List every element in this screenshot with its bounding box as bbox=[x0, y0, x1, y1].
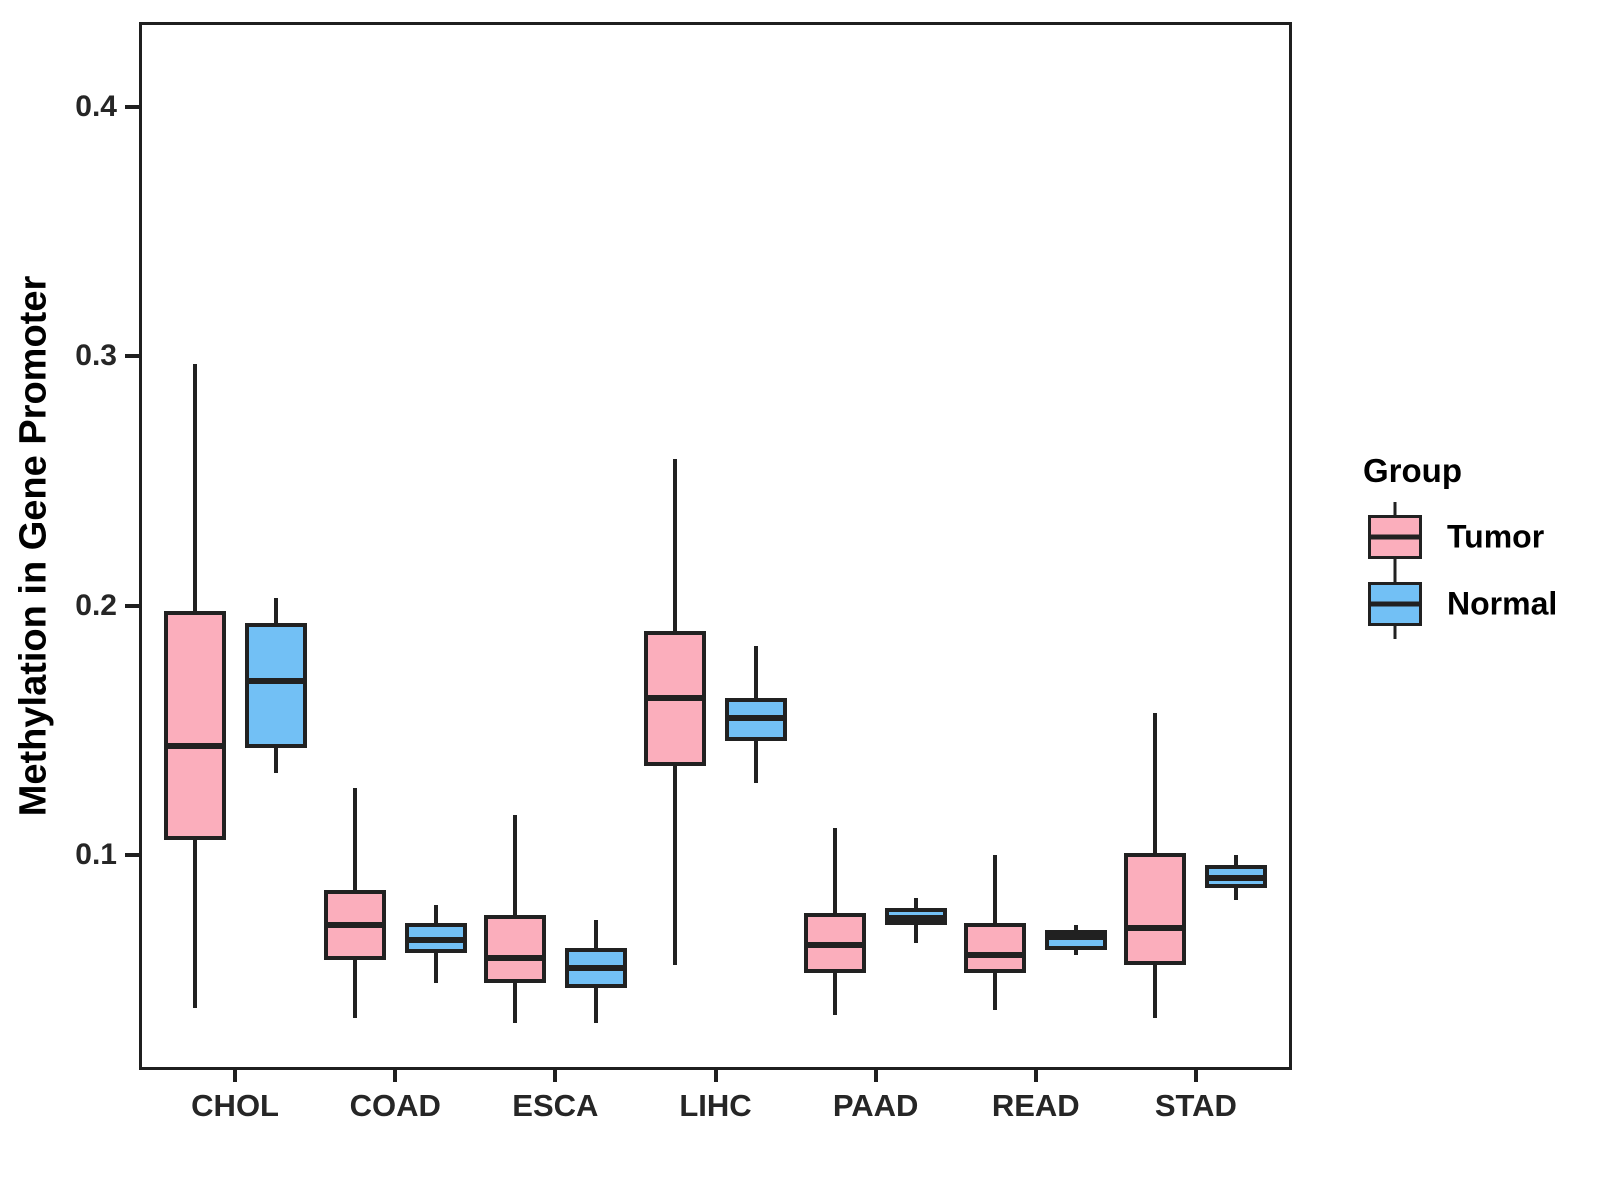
y-tick-label: 0.2 bbox=[75, 588, 117, 622]
plot-panel bbox=[139, 22, 1292, 1070]
legend-label-normal: Normal bbox=[1447, 585, 1558, 622]
box-read-tumor bbox=[964, 922, 1027, 973]
box-read-normal bbox=[1045, 930, 1108, 951]
x-tick-label-lihc: LIHC bbox=[679, 1088, 752, 1123]
legend-key-whisker bbox=[1393, 569, 1397, 582]
legend-key-whisker bbox=[1393, 559, 1397, 572]
y-tick-label: 0.4 bbox=[75, 89, 117, 123]
x-tick-mark bbox=[1033, 1070, 1038, 1082]
box-coad-normal-median bbox=[408, 937, 463, 944]
x-tick-mark bbox=[713, 1070, 718, 1082]
y-tick-mark bbox=[125, 603, 139, 608]
y-tick-label: 0.3 bbox=[75, 339, 117, 373]
box-chol-tumor bbox=[163, 610, 226, 841]
x-tick-label-paad: PAAD bbox=[832, 1088, 919, 1123]
x-tick-label-stad: STAD bbox=[1154, 1088, 1237, 1123]
x-tick-label-chol: CHOL bbox=[191, 1088, 279, 1123]
box-lihc-tumor-median bbox=[648, 695, 702, 702]
legend-key-whisker bbox=[1393, 626, 1397, 639]
box-esca-tumor-median bbox=[487, 954, 542, 961]
box-read-tumor-median bbox=[968, 952, 1023, 959]
legend-key-box bbox=[1368, 582, 1422, 626]
box-lihc-tumor bbox=[644, 630, 706, 766]
legend-key-box bbox=[1368, 515, 1422, 559]
box-lihc-normal bbox=[725, 698, 787, 741]
box-coad-tumor-median bbox=[327, 922, 382, 929]
x-tick-mark bbox=[1193, 1070, 1198, 1082]
x-tick-mark bbox=[393, 1070, 398, 1082]
box-chol-normal bbox=[244, 623, 307, 749]
legend-title: Group bbox=[1363, 452, 1462, 489]
box-paad-tumor-median bbox=[808, 942, 863, 949]
box-esca-normal-median bbox=[568, 964, 623, 971]
box-esca-tumor bbox=[483, 915, 546, 983]
x-tick-label-coad: COAD bbox=[349, 1088, 441, 1123]
box-paad-tumor bbox=[804, 912, 867, 973]
x-tick-mark bbox=[233, 1070, 238, 1082]
x-tick-mark bbox=[873, 1070, 878, 1082]
box-coad-tumor bbox=[323, 890, 386, 961]
box-stad-tumor bbox=[1124, 852, 1187, 966]
legend-key-median bbox=[1371, 601, 1419, 607]
y-tick-label: 0.1 bbox=[75, 838, 117, 872]
x-tick-label-read: READ bbox=[991, 1088, 1080, 1123]
legend-label-tumor: Tumor bbox=[1447, 518, 1545, 555]
box-chol-normal-median bbox=[248, 677, 303, 684]
legend-key-whisker bbox=[1393, 502, 1397, 515]
box-stad-tumor-median bbox=[1128, 924, 1183, 931]
legend-key-normal bbox=[1367, 569, 1423, 639]
legend-key-median bbox=[1371, 534, 1419, 540]
box-paad-normal bbox=[885, 907, 948, 926]
box-paad-normal-median bbox=[889, 915, 944, 922]
box-esca-normal bbox=[564, 947, 627, 988]
y-tick-mark bbox=[125, 104, 139, 109]
box-lihc-normal-median bbox=[729, 715, 783, 722]
box-chol-tumor-median bbox=[167, 742, 222, 749]
box-stad-normal-median bbox=[1209, 874, 1264, 881]
legend-key-tumor bbox=[1367, 502, 1423, 572]
box-read-normal-median bbox=[1049, 934, 1104, 941]
y-tick-mark bbox=[125, 853, 139, 858]
box-stad-normal bbox=[1205, 865, 1268, 888]
y-tick-mark bbox=[125, 354, 139, 359]
x-tick-mark bbox=[553, 1070, 558, 1082]
x-tick-label-esca: ESCA bbox=[512, 1088, 599, 1123]
box-coad-normal bbox=[404, 922, 467, 953]
